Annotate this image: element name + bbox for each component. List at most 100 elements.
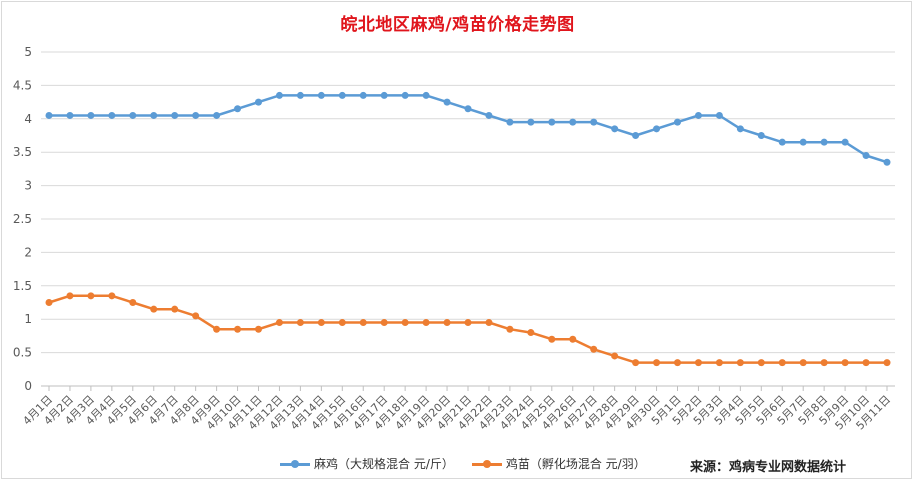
data-point bbox=[527, 329, 535, 337]
data-point bbox=[401, 91, 409, 99]
y-tick-label: 4 bbox=[24, 112, 32, 126]
data-point bbox=[275, 319, 283, 327]
data-point bbox=[234, 325, 242, 333]
y-tick-label: 2.5 bbox=[13, 212, 32, 226]
data-point bbox=[45, 111, 53, 119]
y-tick-label: 1.5 bbox=[13, 279, 32, 293]
legend: 麻鸡（大规格混合 元/斤） 鸡苗（孵化场混合 元/羽） bbox=[280, 455, 664, 472]
data-point bbox=[66, 292, 74, 300]
legend-label-series-1: 麻鸡（大规格混合 元/斤） bbox=[314, 457, 454, 471]
data-point bbox=[380, 319, 388, 327]
data-point bbox=[296, 319, 304, 327]
data-point bbox=[66, 111, 74, 119]
legend-swatch-series-1 bbox=[280, 459, 310, 469]
y-tick-label: 0 bbox=[24, 379, 32, 393]
data-point bbox=[506, 118, 514, 126]
data-point bbox=[757, 359, 765, 367]
data-point bbox=[296, 91, 304, 99]
data-point bbox=[611, 125, 619, 133]
data-point bbox=[590, 345, 598, 353]
data-point bbox=[443, 98, 451, 106]
data-point bbox=[883, 359, 891, 367]
data-point bbox=[736, 125, 744, 133]
y-tick-label: 3 bbox=[24, 179, 32, 193]
data-point bbox=[820, 138, 828, 146]
data-point bbox=[841, 138, 849, 146]
data-point bbox=[464, 105, 472, 113]
data-point bbox=[799, 359, 807, 367]
data-point bbox=[255, 98, 262, 106]
data-point bbox=[234, 105, 242, 113]
data-point bbox=[317, 91, 325, 99]
y-tick-label: 0.5 bbox=[13, 346, 32, 360]
data-point bbox=[275, 91, 283, 99]
data-point bbox=[694, 111, 702, 119]
data-point bbox=[401, 319, 409, 327]
data-point bbox=[255, 325, 262, 333]
data-point bbox=[317, 319, 325, 327]
data-point bbox=[485, 111, 493, 119]
data-point bbox=[715, 111, 723, 119]
legend-label-series-2: 鸡苗（孵化场混合 元/羽） bbox=[505, 457, 646, 471]
gridlines bbox=[41, 51, 895, 387]
data-point bbox=[464, 319, 472, 327]
data-point bbox=[548, 118, 556, 126]
data-point bbox=[736, 359, 744, 367]
data-point bbox=[820, 359, 828, 367]
data-point bbox=[757, 132, 765, 139]
data-point bbox=[611, 352, 619, 360]
data-point bbox=[108, 292, 116, 300]
data-point bbox=[632, 359, 640, 367]
data-point bbox=[506, 325, 514, 333]
data-point bbox=[799, 138, 807, 146]
y-tick-label: 5 bbox=[24, 45, 32, 59]
data-point bbox=[87, 111, 95, 119]
data-point bbox=[674, 118, 681, 126]
data-point bbox=[527, 118, 535, 126]
legend-item-series-2: 鸡苗（孵化场混合 元/羽） bbox=[471, 455, 646, 472]
data-point bbox=[338, 319, 346, 327]
data-point bbox=[338, 91, 346, 99]
data-point bbox=[443, 319, 451, 327]
data-point bbox=[150, 305, 158, 313]
data-point bbox=[674, 359, 681, 367]
data-point bbox=[883, 158, 891, 166]
data-point bbox=[359, 91, 367, 99]
data-point bbox=[150, 111, 158, 119]
y-tick-label: 2 bbox=[24, 245, 32, 259]
data-point bbox=[422, 91, 430, 99]
y-axis-ticks: 0 0.5 1 1.5 2 2.5 3 3.5 4 4.5 5 bbox=[13, 45, 32, 393]
legend-swatch-series-2 bbox=[471, 459, 502, 469]
y-tick-label: 4.5 bbox=[13, 78, 32, 92]
data-point bbox=[108, 111, 116, 119]
data-point bbox=[171, 305, 179, 313]
data-point bbox=[380, 91, 388, 99]
data-point bbox=[778, 138, 786, 146]
data-point bbox=[422, 319, 430, 327]
y-tick-label: 1 bbox=[24, 312, 32, 326]
data-point bbox=[213, 325, 221, 333]
data-point bbox=[694, 359, 702, 367]
y-tick-label: 3.5 bbox=[13, 145, 32, 159]
legend-item-series-1: 麻鸡（大规格混合 元/斤） bbox=[280, 455, 454, 472]
data-point bbox=[778, 359, 786, 367]
data-point bbox=[192, 111, 200, 119]
data-point bbox=[632, 132, 640, 139]
data-point bbox=[653, 359, 661, 367]
data-point bbox=[862, 152, 870, 160]
data-point bbox=[45, 299, 53, 306]
data-point bbox=[841, 359, 849, 367]
data-point bbox=[569, 118, 577, 126]
data-point bbox=[171, 111, 179, 119]
data-point bbox=[590, 118, 598, 126]
x-axis-ticks: 4月1日4月2日4月3日4月4日4月5日4月6日4月7日4月8日4月9日4月10… bbox=[20, 386, 893, 433]
data-point bbox=[129, 299, 137, 306]
data-point bbox=[862, 359, 870, 367]
source-note: 来源：鸡病专业网数据统计 bbox=[690, 460, 847, 475]
data-point bbox=[87, 292, 95, 300]
data-point bbox=[485, 319, 493, 327]
chart-title: 皖北地区麻鸡/鸡苗价格走势图 bbox=[340, 15, 575, 35]
data-point bbox=[653, 125, 661, 133]
data-point bbox=[129, 111, 137, 119]
